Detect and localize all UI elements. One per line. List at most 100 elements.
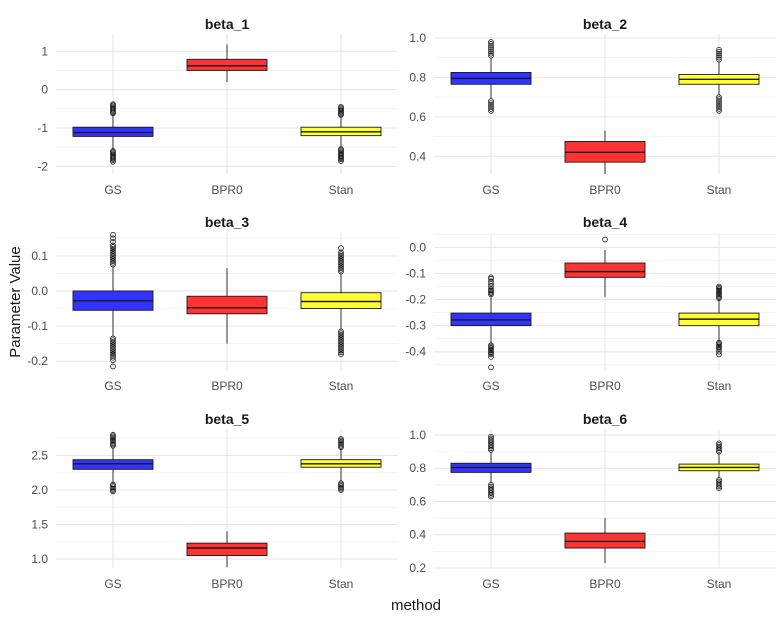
panel-title: beta_4 (583, 214, 628, 230)
iqr-box (186, 58, 268, 71)
iqr-box (564, 262, 646, 278)
outlier-point (338, 253, 344, 259)
outlier-point (488, 433, 494, 440)
outlier-point (338, 339, 344, 345)
outlier-point (110, 335, 116, 342)
outlier-point (338, 340, 344, 347)
box-stan (300, 436, 382, 493)
y-tick-label: 0.0 (31, 284, 48, 298)
outlier-point (488, 108, 494, 114)
outlier-point (716, 443, 722, 450)
outlier-point (338, 258, 344, 264)
outlier-point (338, 256, 344, 263)
box-bpr0 (186, 44, 268, 82)
outlier-point (488, 98, 494, 104)
outlier-point (716, 442, 722, 448)
x-tick-label: Stan (329, 577, 354, 591)
outlier-point (110, 254, 116, 261)
box-gs (450, 274, 532, 371)
outlier-point (338, 349, 344, 356)
x-tick-label: BPR0 (211, 183, 243, 197)
outlier-point (716, 48, 722, 55)
box-gs (450, 39, 532, 114)
outlier-point (338, 254, 344, 261)
outlier-point (338, 436, 344, 442)
x-tick-label: Stan (329, 379, 354, 393)
outlier-point (716, 52, 722, 59)
outlier-point (488, 48, 494, 55)
outlier-point (488, 104, 494, 110)
panel-beta-6: 0.2 0.4 0.6 0.8 1.0 GS BPR0 Stan beta_6 (409, 411, 776, 591)
panel-beta-4: -0.4 -0.3 -0.2 -0.1 0.0 GS BPR0 Stan beta_4 (405, 214, 776, 393)
x-tick-label: Stan (707, 183, 732, 197)
outlier-point (716, 54, 722, 61)
x-tick-label: BPR0 (211, 379, 243, 393)
outlier-point (110, 353, 116, 359)
outlier-point (488, 106, 494, 112)
outlier-point (716, 100, 722, 106)
x-tick-label: GS (104, 379, 121, 393)
y-tick-label: -0.2 (405, 293, 426, 307)
outlier-point (716, 348, 722, 355)
x-tick-label: GS (482, 183, 499, 197)
iqr-box (72, 126, 154, 137)
outlier-point (338, 260, 344, 266)
outlier-point (338, 158, 344, 164)
outlier-point (110, 357, 116, 363)
box-bpr0 (564, 130, 646, 174)
outlier-point (110, 242, 116, 249)
outlier-point (110, 249, 116, 256)
panel-beta-5: 1.0 1.5 2.0 2.5 GS BPR0 Stan beta_5 (31, 411, 398, 591)
y-tick-label: 1.0 (409, 31, 426, 45)
outlier-point (110, 235, 116, 242)
iqr-box (186, 542, 268, 557)
outlier-point (110, 337, 116, 343)
outlier-point (338, 342, 344, 349)
outlier-point (716, 351, 722, 358)
box-stan (678, 46, 760, 114)
outlier-point (338, 333, 344, 340)
outlier-point (716, 50, 722, 57)
outlier-point (338, 249, 344, 256)
outlier-point (110, 351, 116, 357)
iqr-box (564, 532, 646, 549)
panel-title: beta_2 (583, 16, 628, 32)
outlier-point (488, 354, 494, 360)
y-tick-label: -0.3 (405, 319, 426, 333)
outlier-point (110, 342, 116, 349)
x-axis-title: method (391, 597, 441, 614)
outlier-point (338, 328, 344, 335)
outlier-point (110, 344, 116, 350)
box-stan (678, 283, 760, 358)
outlier-point (602, 236, 608, 243)
y-tick-label: 1.5 (31, 518, 48, 532)
outlier-point (716, 98, 722, 104)
box-stan (300, 245, 382, 357)
y-tick-label: 1.0 (409, 428, 426, 442)
outlier-point (110, 258, 116, 264)
box-stan (300, 104, 382, 164)
outlier-point (488, 493, 494, 500)
y-tick-label: -0.1 (405, 266, 426, 280)
outlier-point (110, 251, 116, 257)
iqr-box (186, 295, 268, 315)
outlier-point (338, 487, 344, 493)
x-tick-label: BPR0 (589, 183, 621, 197)
outlier-point (488, 45, 494, 51)
y-tick-label: 1.0 (31, 552, 48, 566)
outlier-point (716, 440, 722, 447)
outlier-point (338, 261, 344, 268)
outlier-point (488, 492, 494, 498)
outlier-point (338, 268, 344, 275)
outlier-point (716, 346, 722, 352)
box-gs (450, 433, 532, 500)
y-tick-label: 0.0 (409, 240, 426, 254)
outlier-point (110, 101, 116, 107)
box-bpr0 (186, 268, 268, 344)
outlier-point (110, 363, 116, 370)
x-tick-label: Stan (329, 183, 354, 197)
outlier-point (110, 347, 116, 354)
outlier-point (488, 364, 494, 371)
y-tick-label: 0.1 (31, 249, 48, 263)
